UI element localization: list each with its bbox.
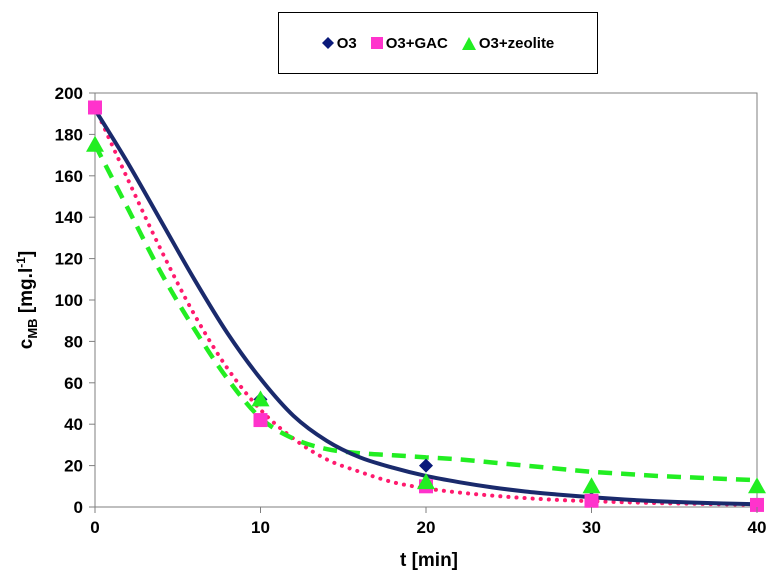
y-tick-label: 80 — [64, 332, 83, 351]
plot-area — [94, 92, 758, 508]
y-axis-label-unit: [mg.l — [16, 268, 37, 319]
legend: O3 O3+GAC O3+zeolite — [278, 12, 598, 74]
y-axis-label: cMB [mg.l-1] — [14, 251, 40, 349]
y-tick-label: 160 — [55, 167, 83, 186]
data-point-square — [584, 493, 599, 508]
x-tick-label: 0 — [90, 518, 99, 537]
data-point-triangle — [748, 477, 766, 494]
plot-frame — [94, 92, 758, 508]
y-axis-label-close: ] — [16, 251, 37, 257]
y-axis-label-sub: MB — [25, 318, 40, 338]
y-tick-label: 100 — [55, 291, 83, 310]
diamond-icon — [321, 37, 334, 49]
data-point-triangle — [582, 477, 601, 494]
y-tick-label: 180 — [55, 125, 83, 144]
data-markers — [86, 100, 766, 512]
legend-label-o3-gac: O3+GAC — [385, 34, 448, 52]
square-icon — [370, 37, 383, 49]
legend-label-o3-zeolite: O3+zeolite — [478, 34, 555, 52]
fit-line-1 — [93, 105, 759, 507]
legend-item-o3: O3 — [321, 34, 357, 52]
y-axis-label-main: c — [16, 338, 37, 349]
data-point-triangle — [86, 135, 104, 152]
x-tick-label: 30 — [582, 518, 601, 537]
y-tick-label: 0 — [74, 498, 83, 517]
data-point-square — [750, 497, 764, 512]
y-tick-label: 120 — [55, 250, 83, 269]
fit-line-2 — [93, 143, 758, 483]
y-tick-label: 20 — [64, 457, 83, 476]
y-axis-label-sup: -1 — [14, 257, 28, 268]
data-point-square — [253, 413, 268, 428]
y-tick-label: 60 — [64, 374, 83, 393]
data-point-triangle — [417, 473, 435, 490]
axis-ticks: 0 20 40 60 80 100 120 140 160 180 200 0 10 20 30 40 — [55, 84, 767, 537]
legend-label-o3: O3 — [336, 34, 357, 52]
legend-item-o3-zeolite: O3+zeolite — [461, 34, 555, 52]
y-tick-label: 200 — [55, 84, 83, 103]
data-point-diamond — [419, 458, 433, 473]
x-tick-label: 10 — [251, 518, 270, 537]
y-tick-label: 140 — [55, 208, 83, 227]
triangle-icon — [461, 36, 476, 50]
legend-item-o3-gac: O3+GAC — [370, 34, 448, 52]
data-point-square — [88, 100, 102, 115]
x-tick-label: 20 — [417, 518, 436, 537]
x-tick-label: 40 — [748, 518, 767, 537]
x-axis-label: t [min] — [400, 550, 458, 571]
y-tick-label: 40 — [64, 415, 83, 434]
data-point-triangle — [251, 390, 270, 407]
